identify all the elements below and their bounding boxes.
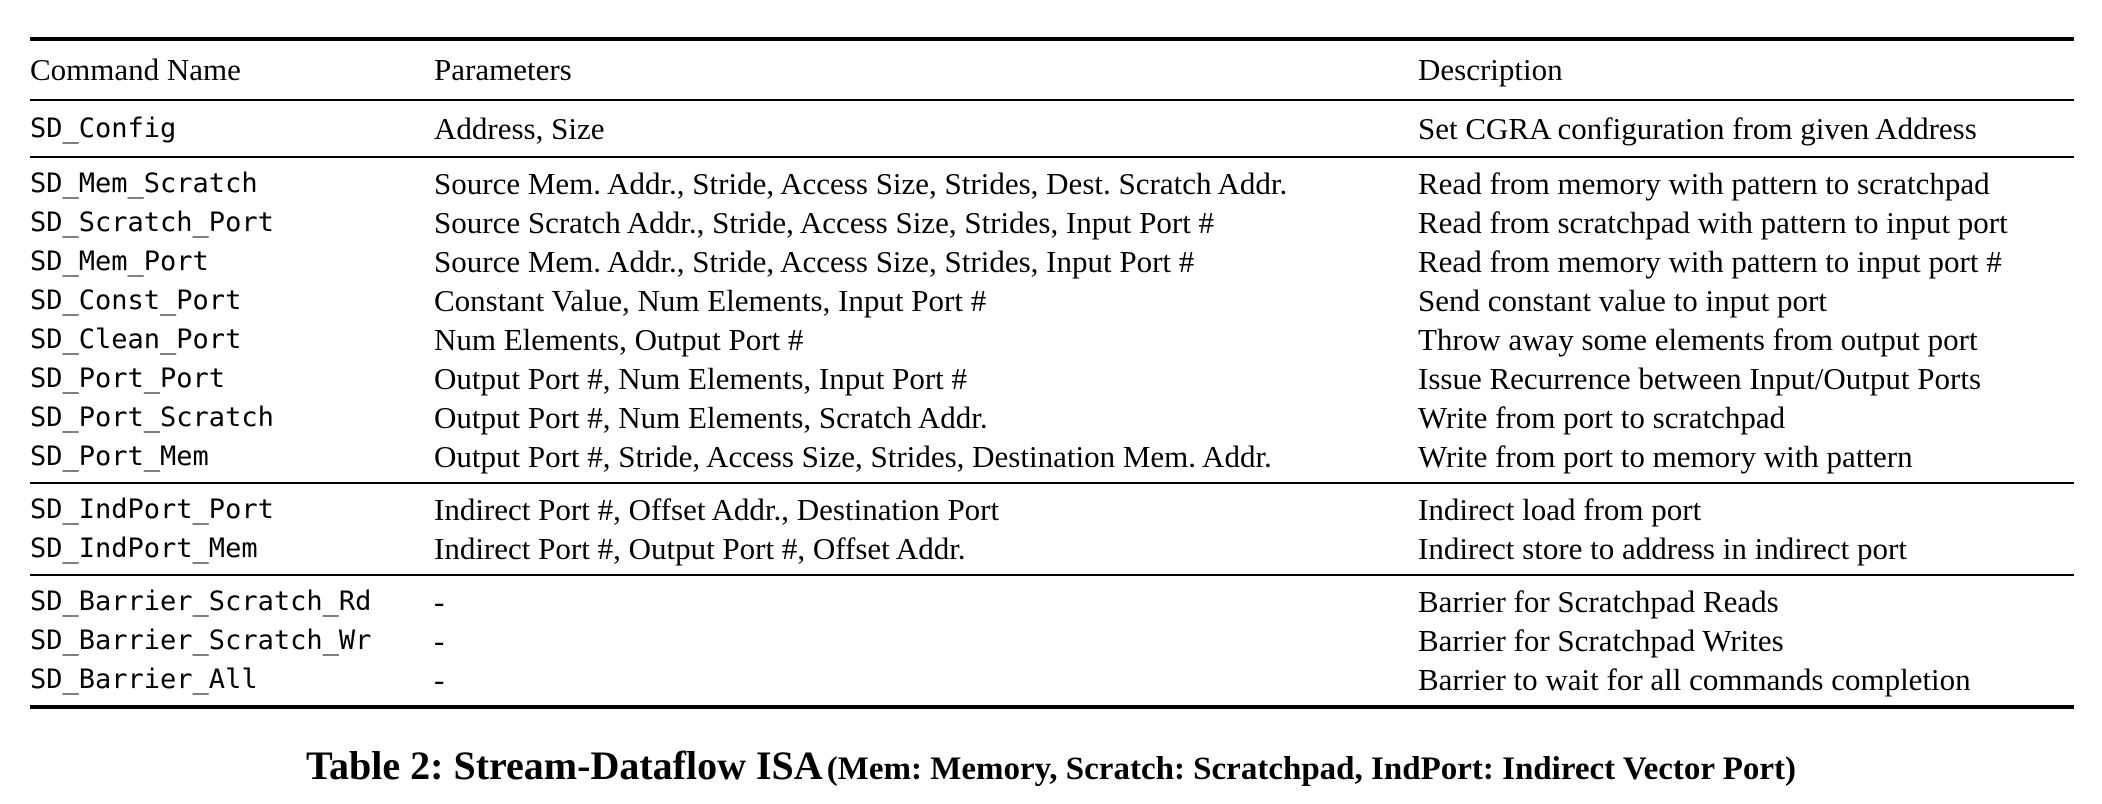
table-row: SD_Mem_Port Source Mem. Addr., Stride, Ac… <box>30 242 2074 281</box>
cell-description: Barrier to wait for all commands complet… <box>1418 662 1971 697</box>
cell-parameters: Address, Size <box>434 111 605 146</box>
table-row: SD_Scratch_Port Source Scratch Addr., Str… <box>30 203 2074 242</box>
cell-command-name: SD_Mem_Port <box>30 246 209 277</box>
cell-parameters: Indirect Port #, Output Port #, Offset A… <box>434 531 966 566</box>
cell-parameters: - <box>434 662 445 697</box>
header-parameters: Parameters <box>434 52 572 87</box>
table-row-group: SD_IndPort_Port Indirect Port #, Offset A… <box>30 484 2074 574</box>
cell-parameters: Source Mem. Addr., Stride, Access Size, … <box>434 166 1288 201</box>
cell-parameters: - <box>434 623 445 658</box>
table-row: SD_Clean_Port Num Elements, Output Port #… <box>30 320 2074 359</box>
table-row-group: SD_Mem_Scratch Source Mem. Addr., Stride,… <box>30 158 2074 482</box>
cell-command-name: SD_Config <box>30 113 177 144</box>
cell-parameters: Output Port #, Num Elements, Input Port … <box>434 361 968 396</box>
cell-description: Indirect store to address in indirect po… <box>1418 531 1907 566</box>
cell-parameters: Indirect Port #, Offset Addr., Destinati… <box>434 492 1000 527</box>
table-bottom-rule <box>30 705 2074 709</box>
table-top-rule <box>30 37 2074 41</box>
cell-description: Issue Recurrence between Input/Output Po… <box>1418 361 1982 396</box>
table-row: SD_Barrier_Scratch_Wr - Barrier for Scratc… <box>30 621 2074 660</box>
header-command-name: Command Name <box>30 52 241 87</box>
cell-description: Send constant value to input port <box>1418 283 1827 318</box>
cell-command-name: SD_Barrier_Scratch_Wr <box>30 625 372 656</box>
cell-command-name: SD_Barrier_Scratch_Rd <box>30 586 372 617</box>
cell-parameters: Num Elements, Output Port # <box>434 322 804 357</box>
cell-description: Write from port to scratchpad <box>1418 400 1786 435</box>
cell-description: Read from scratchpad with pattern to inp… <box>1418 205 2008 240</box>
cell-description: Set CGRA configuration from given Addres… <box>1418 111 1977 146</box>
header-description: Description <box>1418 52 1563 87</box>
cell-command-name: SD_Clean_Port <box>30 324 242 355</box>
cell-command-name: SD_Port_Port <box>30 363 226 394</box>
table-row-group: SD_Config Address, Size Set CGRA configura… <box>30 101 2074 156</box>
table-body: SD_Config Address, Size Set CGRA configura… <box>30 101 2074 705</box>
cell-description: Indirect load from port <box>1418 492 1702 527</box>
table-row: SD_IndPort_Mem Indirect Port #, Output Po… <box>30 529 2074 568</box>
cell-command-name: SD_Const_Port <box>30 285 242 316</box>
table-header-row: Command Name Parameters Description <box>30 41 2074 99</box>
cell-command-name: SD_Port_Mem <box>30 441 209 472</box>
cell-command-name: SD_Mem_Scratch <box>30 168 258 199</box>
cell-description: Barrier for Scratchpad Writes <box>1418 623 1784 658</box>
cell-description: Read from memory with pattern to input p… <box>1418 244 2002 279</box>
cell-parameters: Output Port #, Stride, Access Size, Stri… <box>434 439 1272 474</box>
table-row: SD_Barrier_Scratch_Rd - Barrier for Scratc… <box>30 582 2074 621</box>
table-row: SD_Port_Mem Output Port #, Stride, Access… <box>30 437 2074 476</box>
table-caption: Table 2: Stream-Dataflow ISA (Mem: Memor… <box>0 742 2102 789</box>
table-row: SD_Barrier_All - Barrier to wait for all c… <box>30 660 2074 699</box>
cell-command-name: SD_IndPort_Mem <box>30 533 258 564</box>
group-separator-rule <box>30 574 2074 576</box>
cell-parameters: Constant Value, Num Elements, Input Port… <box>434 283 987 318</box>
cell-command-name: SD_Scratch_Port <box>30 207 274 238</box>
cell-description: Read from memory with pattern to scratch… <box>1418 166 1990 201</box>
cell-parameters: Output Port #, Num Elements, Scratch Add… <box>434 400 988 435</box>
cell-parameters: Source Scratch Addr., Stride, Access Siz… <box>434 205 1215 240</box>
caption-title: Table 2: Stream-Dataflow ISA <box>306 743 823 788</box>
cell-parameters: Source Mem. Addr., Stride, Access Size, … <box>434 244 1195 279</box>
cell-description: Throw away some elements from output por… <box>1418 322 1978 357</box>
isa-table: Command Name Parameters Description SD_C… <box>30 37 2074 709</box>
cell-parameters: - <box>434 584 445 619</box>
cell-command-name: SD_Port_Scratch <box>30 402 274 433</box>
table-row: SD_Config Address, Size Set CGRA configura… <box>30 109 2074 148</box>
table-row-group: SD_Barrier_Scratch_Rd - Barrier for Scratc… <box>30 576 2074 705</box>
cell-command-name: SD_IndPort_Port <box>30 494 274 525</box>
cell-command-name: SD_Barrier_All <box>30 664 258 695</box>
group-separator-rule <box>30 482 2074 484</box>
table-row: SD_Port_Port Output Port #, Num Elements,… <box>30 359 2074 398</box>
table-row: SD_Port_Scratch Output Port #, Num Elemen… <box>30 398 2074 437</box>
caption-subtitle: (Mem: Memory, Scratch: Scratchpad, IndPo… <box>826 751 1796 787</box>
table-row: SD_Const_Port Constant Value, Num Element… <box>30 281 2074 320</box>
cell-description: Write from port to memory with pattern <box>1418 439 1913 474</box>
table-row: SD_Mem_Scratch Source Mem. Addr., Stride,… <box>30 164 2074 203</box>
table-row: SD_IndPort_Port Indirect Port #, Offset A… <box>30 490 2074 529</box>
header-rule <box>30 99 2074 101</box>
group-separator-rule <box>30 156 2074 158</box>
cell-description: Barrier for Scratchpad Reads <box>1418 584 1779 619</box>
